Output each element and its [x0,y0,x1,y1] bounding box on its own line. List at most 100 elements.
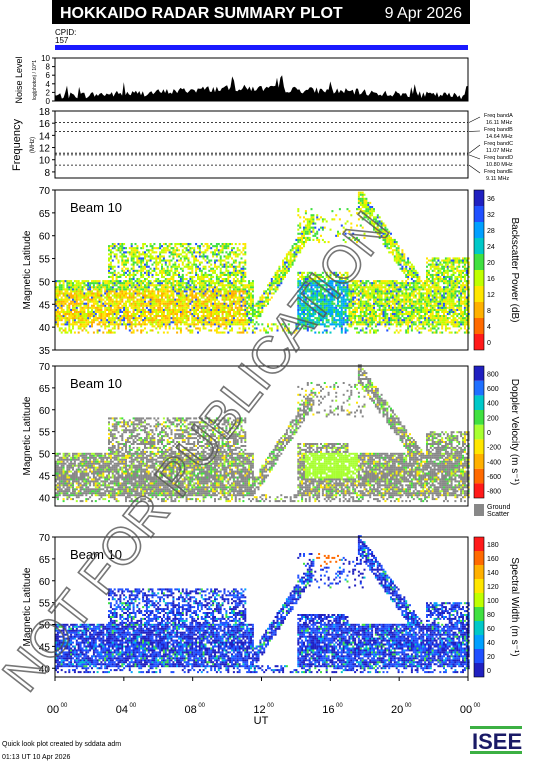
power-cell [253,323,256,326]
power-cell [335,308,338,311]
power-cell [162,267,165,270]
power-cell [344,286,347,289]
power-cell [60,306,63,309]
power-cell [316,288,319,291]
power-cell [376,321,379,324]
power-cell [225,255,228,258]
power-cell [244,247,247,250]
power-cell [227,255,230,258]
power-cell [91,321,93,324]
power-cell [289,263,292,266]
power-cell [373,321,375,324]
power-cell [134,247,137,250]
power-cell [418,282,421,285]
power-cell [390,294,392,297]
power-cell [316,280,319,283]
power-cell [350,323,353,326]
power-cell [231,308,233,311]
power-cell [104,321,107,324]
power-cell [320,286,322,289]
power-cell [136,257,139,260]
power-cell [291,259,294,262]
power-cell [191,288,194,291]
power-cell [227,315,230,318]
power-cell [215,267,218,270]
power-cell [161,263,163,266]
power-cell [81,282,84,285]
power-cell [202,321,205,324]
power-cell [267,296,269,299]
power-cell [357,319,360,322]
power-cell [373,288,375,291]
power-cell [399,267,402,270]
power-cell [363,300,366,303]
power-cell [344,313,347,316]
power-cell [187,304,190,307]
power-cell [303,241,305,244]
power-cell [183,298,186,301]
power-cell [248,288,251,291]
power-cell [268,286,271,289]
power-cell [85,306,88,309]
power-cell [229,300,232,303]
power-cell [418,286,421,289]
power-cell [357,317,360,320]
power-cell [403,306,406,309]
power-cell [219,284,222,287]
power-cell [227,271,230,274]
power-cell [337,313,339,316]
power-cell [299,323,302,326]
power-cell [310,323,313,326]
power-cell [401,306,404,309]
power-cell [83,321,86,324]
power-cell [416,288,419,291]
power-cell [123,255,126,258]
power-cell [195,313,198,316]
power-cell [178,327,180,330]
power-cell [96,292,99,295]
power-cell [359,302,362,305]
power-cell [100,288,103,291]
power-cell [223,300,226,303]
power-cell [301,241,304,244]
power-cell [140,302,143,305]
power-cell [219,306,222,309]
power-cell [374,319,377,322]
power-cell [395,325,398,328]
power-cell [87,323,90,326]
power-cell [202,282,205,285]
power-cell [301,288,304,291]
power-cell [200,284,203,287]
power-cell [142,265,145,268]
power-cell [195,327,198,330]
power-cell [393,302,396,305]
power-cell [162,319,165,322]
power-cell [157,323,160,326]
power-cell [274,288,277,291]
power-cell [132,300,135,303]
power-cell [316,294,319,297]
power-cell [126,261,129,264]
power-cell [287,263,290,266]
power-cell [348,300,351,303]
power-cell [111,273,114,276]
power-cell [346,329,349,332]
power-cell [58,298,61,301]
power-cell [306,317,309,320]
power-cell [399,290,402,293]
power-cell [248,323,251,326]
power-cell [217,315,220,318]
power-cell [384,321,387,324]
power-cell [198,284,201,287]
power-cell [161,245,163,248]
power-cell [210,247,213,250]
power-cell [306,226,309,229]
power-cell [109,313,112,316]
power-cell [217,253,220,256]
power-cell [212,255,215,258]
power-cell [123,290,126,293]
power-cell [424,288,427,291]
power-cell [170,310,173,313]
power-cell [215,282,218,285]
power-cell [386,290,389,293]
